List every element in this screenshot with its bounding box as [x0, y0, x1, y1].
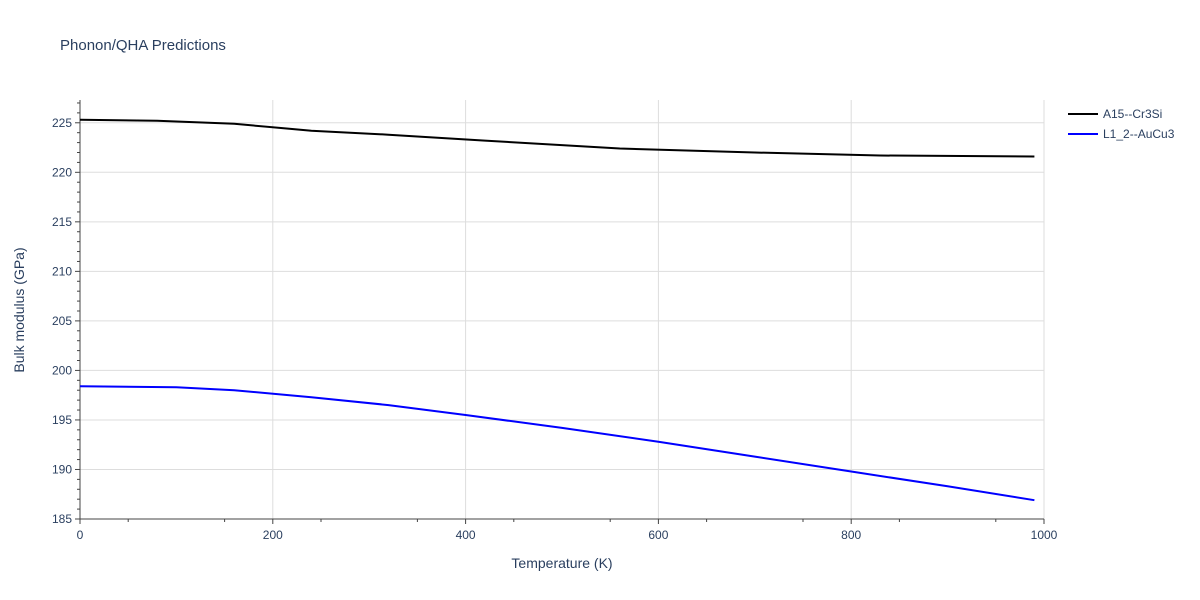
x-tick-label: 800 — [841, 528, 861, 542]
x-axis-title: Temperature (K) — [511, 555, 612, 571]
chart-title: Phonon/QHA Predictions — [60, 37, 226, 54]
legend-label: A15--Cr3Si — [1103, 107, 1162, 121]
series-layer — [79, 118, 1035, 502]
x-tick-label: 400 — [456, 528, 476, 542]
x-tick-label: 1000 — [1031, 528, 1058, 542]
x-ticks: 0 200 400 600 800 1000 — [77, 519, 1058, 542]
x-tick-label: 0 — [77, 528, 84, 542]
y-tick-label: 190 — [52, 462, 72, 476]
x-gridlines — [272, 100, 1045, 519]
y-tick-label: 215 — [52, 215, 72, 229]
y-tick-label: 225 — [52, 116, 72, 130]
series-line-0 — [79, 118, 1035, 158]
x-tick-label: 600 — [648, 528, 668, 542]
legend-item-1[interactable]: L1_2--AuCu3 — [1068, 127, 1175, 141]
y-tick-label: 205 — [52, 314, 72, 328]
y-axis-title: Bulk modulus (GPa) — [11, 247, 27, 372]
y-ticks: 185 190 195 200 205 210 215 220 225 — [52, 102, 80, 526]
y-tick-label: 195 — [52, 413, 72, 427]
y-tick-label: 210 — [52, 264, 72, 278]
legend-item-0[interactable]: A15--Cr3Si — [1068, 107, 1162, 121]
y-gridlines — [80, 122, 1044, 520]
y-tick-label: 200 — [52, 363, 72, 377]
y-tick-label: 185 — [52, 512, 72, 526]
x-tick-label: 200 — [263, 528, 283, 542]
series-line-1 — [79, 385, 1035, 502]
y-tick-label: 220 — [52, 165, 72, 179]
legend[interactable]: A15--Cr3Si L1_2--AuCu3 — [1068, 107, 1175, 141]
legend-label: L1_2--AuCu3 — [1103, 127, 1175, 141]
